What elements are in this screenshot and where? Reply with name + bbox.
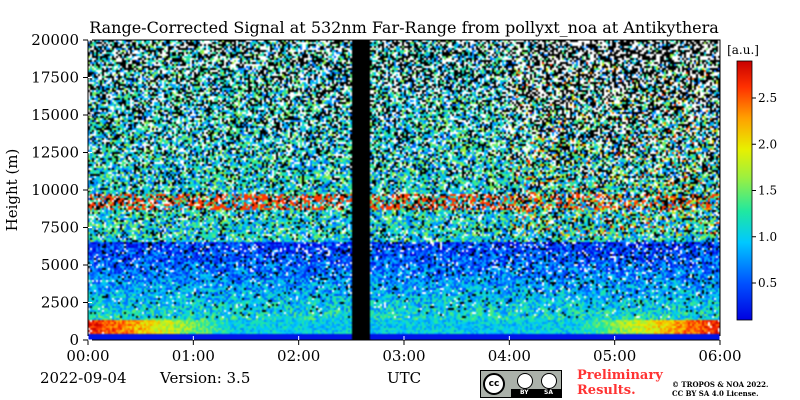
y-tick-label: 12500 — [31, 144, 79, 162]
cc-icon: cc — [483, 373, 505, 395]
preliminary-line-2: Results. — [577, 383, 636, 398]
y-tick-label: 17500 — [31, 69, 79, 87]
y-axis-label: Height (m) — [3, 149, 21, 232]
y-tick-label: 20000 — [31, 31, 79, 49]
x-axis-label: UTC — [387, 369, 422, 387]
x-tick-label: 02:00 — [277, 347, 320, 365]
date-label: 2022-09-04 — [40, 369, 127, 387]
y-tick-label: 7500 — [41, 219, 79, 237]
license-sa: SA — [544, 389, 553, 396]
cc-license-badge: cc BY SA — [480, 370, 562, 398]
preliminary-results-label: Preliminary Results. — [577, 368, 663, 398]
plot-area — [88, 40, 720, 340]
y-tick-label: 2500 — [41, 294, 79, 312]
heatmap-image — [88, 40, 720, 340]
colorbar-tick-label: 0.5 — [758, 276, 777, 290]
share-alike-icon — [541, 373, 557, 389]
version-label: Version: 3.5 — [160, 369, 251, 387]
x-tick-label: 03:00 — [382, 347, 425, 365]
y-axis-ticks: 0 2500 5000 7500 10000 12500 15000 17500 20000 — [31, 31, 92, 349]
y-tick-label: 5000 — [41, 256, 79, 274]
colorbar: [a.u.] 0.5 1.0 1.5 2.0 2.5 — [727, 43, 777, 321]
colorbar-tick-label: 1.0 — [758, 230, 777, 244]
colorbar-gradient — [736, 60, 753, 321]
license-strip: BY SA — [511, 389, 561, 397]
colorbar-ticks: 0.5 1.0 1.5 2.0 2.5 — [752, 91, 777, 290]
x-axis-ticks: 00:00 01:00 02:00 03:00 04:00 05:00 06:00 — [66, 336, 742, 365]
chart-title: Range-Corrected Signal at 532nm Far-Rang… — [89, 18, 719, 37]
colorbar-tick-label: 1.5 — [758, 184, 777, 198]
by-person-icon — [517, 373, 533, 389]
copyright-line-1: © TROPOS & NOA 2022. — [672, 380, 769, 389]
colorbar-tick-label: 2.5 — [758, 91, 777, 105]
y-tick-label: 15000 — [31, 106, 79, 124]
colorbar-unit: [a.u.] — [727, 43, 759, 57]
colorbar-tick-label: 2.0 — [758, 137, 777, 151]
y-tick-label: 10000 — [31, 181, 79, 199]
license-by: BY — [520, 389, 529, 396]
copyright-line-2: CC BY SA 4.0 License. — [672, 389, 759, 398]
x-tick-label: 00:00 — [66, 347, 109, 365]
x-tick-label: 06:00 — [698, 347, 741, 365]
copyright-notice: © TROPOS & NOA 2022. CC BY SA 4.0 Licens… — [672, 380, 768, 398]
x-tick-label: 05:00 — [593, 347, 636, 365]
y-tick-label: 0 — [69, 331, 79, 349]
x-tick-label: 04:00 — [488, 347, 531, 365]
x-tick-label: 01:00 — [172, 347, 215, 365]
preliminary-line-1: Preliminary — [577, 368, 663, 383]
